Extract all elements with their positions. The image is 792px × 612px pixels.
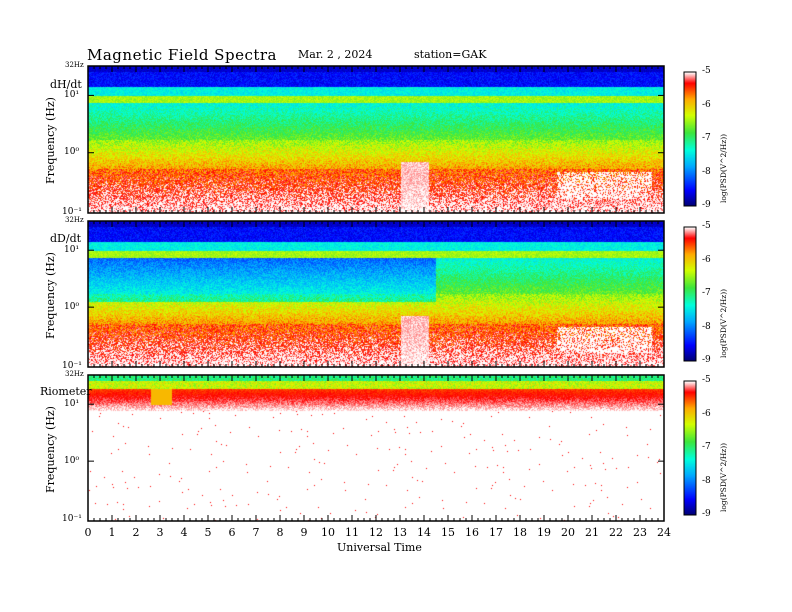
colorbar-tick: -7 — [702, 442, 711, 452]
x-tick-label: 21 — [585, 526, 599, 539]
colorbar-tick: -7 — [702, 288, 711, 298]
x-tick-label: 22 — [609, 526, 623, 539]
y-tick-10-1: 10¹ — [64, 399, 80, 409]
x-tick-label: 2 — [132, 526, 140, 539]
panel-label-dd: dD/dt — [50, 232, 82, 245]
colorbar-tick: -6 — [702, 99, 711, 110]
spectrogram-panel-riometer — [88, 375, 664, 521]
x-tick-label: 3 — [156, 526, 164, 539]
colorbar-tick: -5 — [702, 375, 711, 385]
x-tick-label: 13 — [393, 526, 407, 539]
y-tick-10-0: 10⁰ — [64, 302, 80, 312]
x-tick-label: 1 — [108, 526, 116, 539]
x-tick-label: 12 — [369, 526, 383, 539]
y-tick-32hz: 32Hz — [65, 370, 84, 378]
colorbar-dd — [684, 227, 696, 361]
x-tick-label: 23 — [633, 526, 647, 539]
spectrogram-panel-dh — [88, 66, 664, 213]
y-tick-32hz: 32Hz — [65, 216, 84, 224]
x-tick-label: 20 — [561, 526, 575, 539]
spectrogram-dd — [88, 221, 664, 367]
x-tick-label: 19 — [537, 526, 551, 539]
spectrogram-dh — [88, 66, 664, 213]
x-tick-label: 7 — [252, 526, 260, 539]
station-label: station=GAK — [414, 48, 487, 61]
y-tick-32hz: 32Hz — [65, 61, 84, 69]
x-tick-label: 5 — [204, 526, 212, 539]
x-axis-label: Universal Time — [337, 541, 422, 554]
spectrogram-panel-dd — [88, 221, 664, 367]
x-tick-label: 0 — [84, 526, 92, 539]
x-tick-label: 10 — [321, 526, 335, 539]
y-tick-10-1: 10¹ — [64, 245, 80, 255]
x-tick-label: 24 — [657, 526, 671, 539]
y-tick-10-0: 10⁰ — [64, 147, 80, 157]
x-tick-label: 16 — [465, 526, 479, 539]
y-tick-10-0: 10⁰ — [64, 456, 80, 466]
chart-title: Magnetic Field Spectra — [87, 46, 277, 64]
colorbar-tick: -9 — [702, 509, 711, 519]
colorbar-dh — [684, 72, 696, 206]
x-tick-label: 17 — [489, 526, 503, 539]
colorbar-tick: -8 — [702, 321, 711, 332]
panel-label-riometer: Riometer — [40, 385, 92, 398]
colorbar-tick: -6 — [702, 408, 711, 419]
spectrogram-riometer — [88, 375, 664, 521]
date-label: Mar. 2 , 2024 — [298, 48, 373, 61]
y-tick-10-m1: 10⁻¹ — [62, 361, 82, 371]
x-tick-label: 4 — [180, 526, 188, 539]
panel-label-dh: dH/dt — [50, 78, 82, 91]
colorbar-tick: -6 — [702, 254, 711, 265]
x-tick-label: 6 — [228, 526, 236, 539]
colorbar-tick: -9 — [702, 200, 711, 210]
colorbar-tick: -9 — [702, 355, 711, 365]
x-tick-label: 11 — [345, 526, 359, 539]
y-tick-10-1: 10¹ — [64, 90, 80, 100]
colorbar-tick: -5 — [702, 66, 711, 76]
y-tick-10-m1: 10⁻¹ — [62, 514, 82, 524]
y-tick-10-m1: 10⁻¹ — [62, 207, 82, 217]
x-tick-label: 18 — [513, 526, 527, 539]
x-tick-label: 14 — [417, 526, 431, 539]
colorbar-riometer — [684, 381, 696, 515]
colorbar-tick: -5 — [702, 221, 711, 231]
x-tick-label: 9 — [300, 526, 308, 539]
colorbar-tick: -8 — [702, 475, 711, 486]
colorbar-tick: -7 — [702, 133, 711, 143]
colorbar-tick: -8 — [702, 166, 711, 177]
x-tick-label: 15 — [441, 526, 455, 539]
x-tick-label: 8 — [276, 526, 284, 539]
